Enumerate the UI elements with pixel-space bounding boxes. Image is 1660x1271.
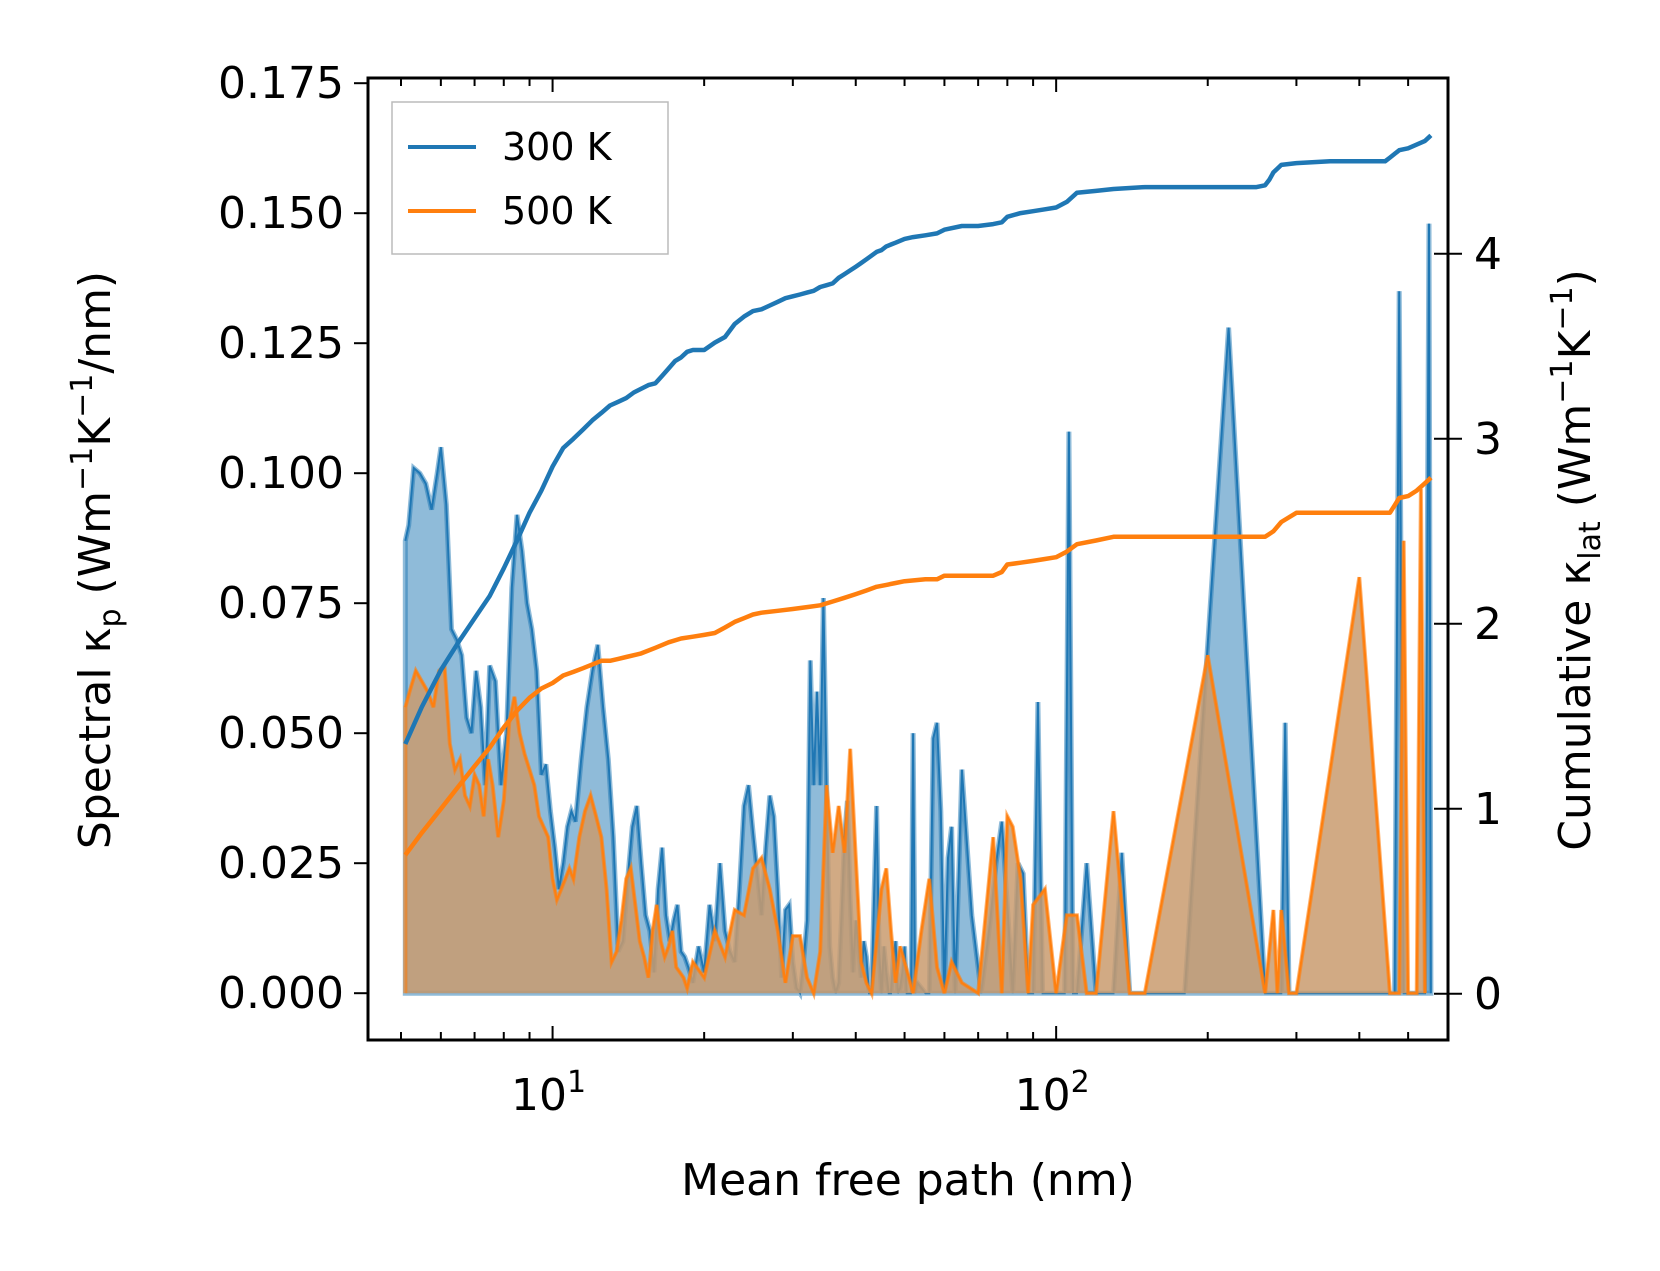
y-axis-left-label: Spectral κp (Wm−1K−1/nm) (65, 271, 128, 849)
x-tick-label: 102 (1015, 1065, 1090, 1121)
y-left-tick-label: 0.100 (218, 448, 344, 499)
y-right-tick-label: 0 (1474, 969, 1502, 1020)
y-axis-left: 0.000 0.025 0.050 0.075 0.100 0.125 0.150 0.175 (218, 58, 368, 1019)
legend-label-500k: 500 K (502, 189, 613, 233)
x-axis: 101 102 (399, 78, 1449, 1121)
x-tick-label-exponent: 1 (567, 1065, 586, 1100)
y-left-tick-label: 0.000 (218, 968, 344, 1019)
legend-frame (391, 101, 669, 255)
y-right-tick-label: 2 (1474, 599, 1502, 650)
legend-label-300k: 300 K (502, 125, 613, 169)
cumulative-line-500k (403, 476, 1433, 857)
y-left-tick-label: 0.175 (218, 58, 344, 109)
axes (366, 76, 1450, 1042)
legend: 300 K 500 K (391, 101, 669, 255)
plot-area (402, 133, 1434, 1001)
y-right-tick-label: 3 (1474, 414, 1502, 465)
plot-frame (366, 76, 1450, 1042)
y-right-tick-label: 4 (1474, 229, 1502, 280)
spectral-line-500k (404, 488, 1426, 997)
y-axis-right-label: Cumulative κlat (Wm−1K−1) (1545, 269, 1608, 851)
y-right-tick-label: 1 (1474, 784, 1502, 835)
x-tick-label-exponent: 2 (1071, 1065, 1090, 1100)
y-left-tick-label: 0.150 (218, 188, 344, 239)
y-left-tick-label: 0.125 (218, 318, 344, 369)
y-left-tick-label: 0.075 (218, 578, 344, 629)
y-left-tick-label: 0.050 (218, 708, 344, 759)
x-axis-label: Mean free path (nm) (681, 1155, 1135, 1206)
y-left-tick-label: 0.025 (218, 838, 344, 889)
cumulative-line-300k (403, 133, 1433, 745)
y-axis-right: 0 1 2 3 4 (1434, 229, 1502, 1020)
